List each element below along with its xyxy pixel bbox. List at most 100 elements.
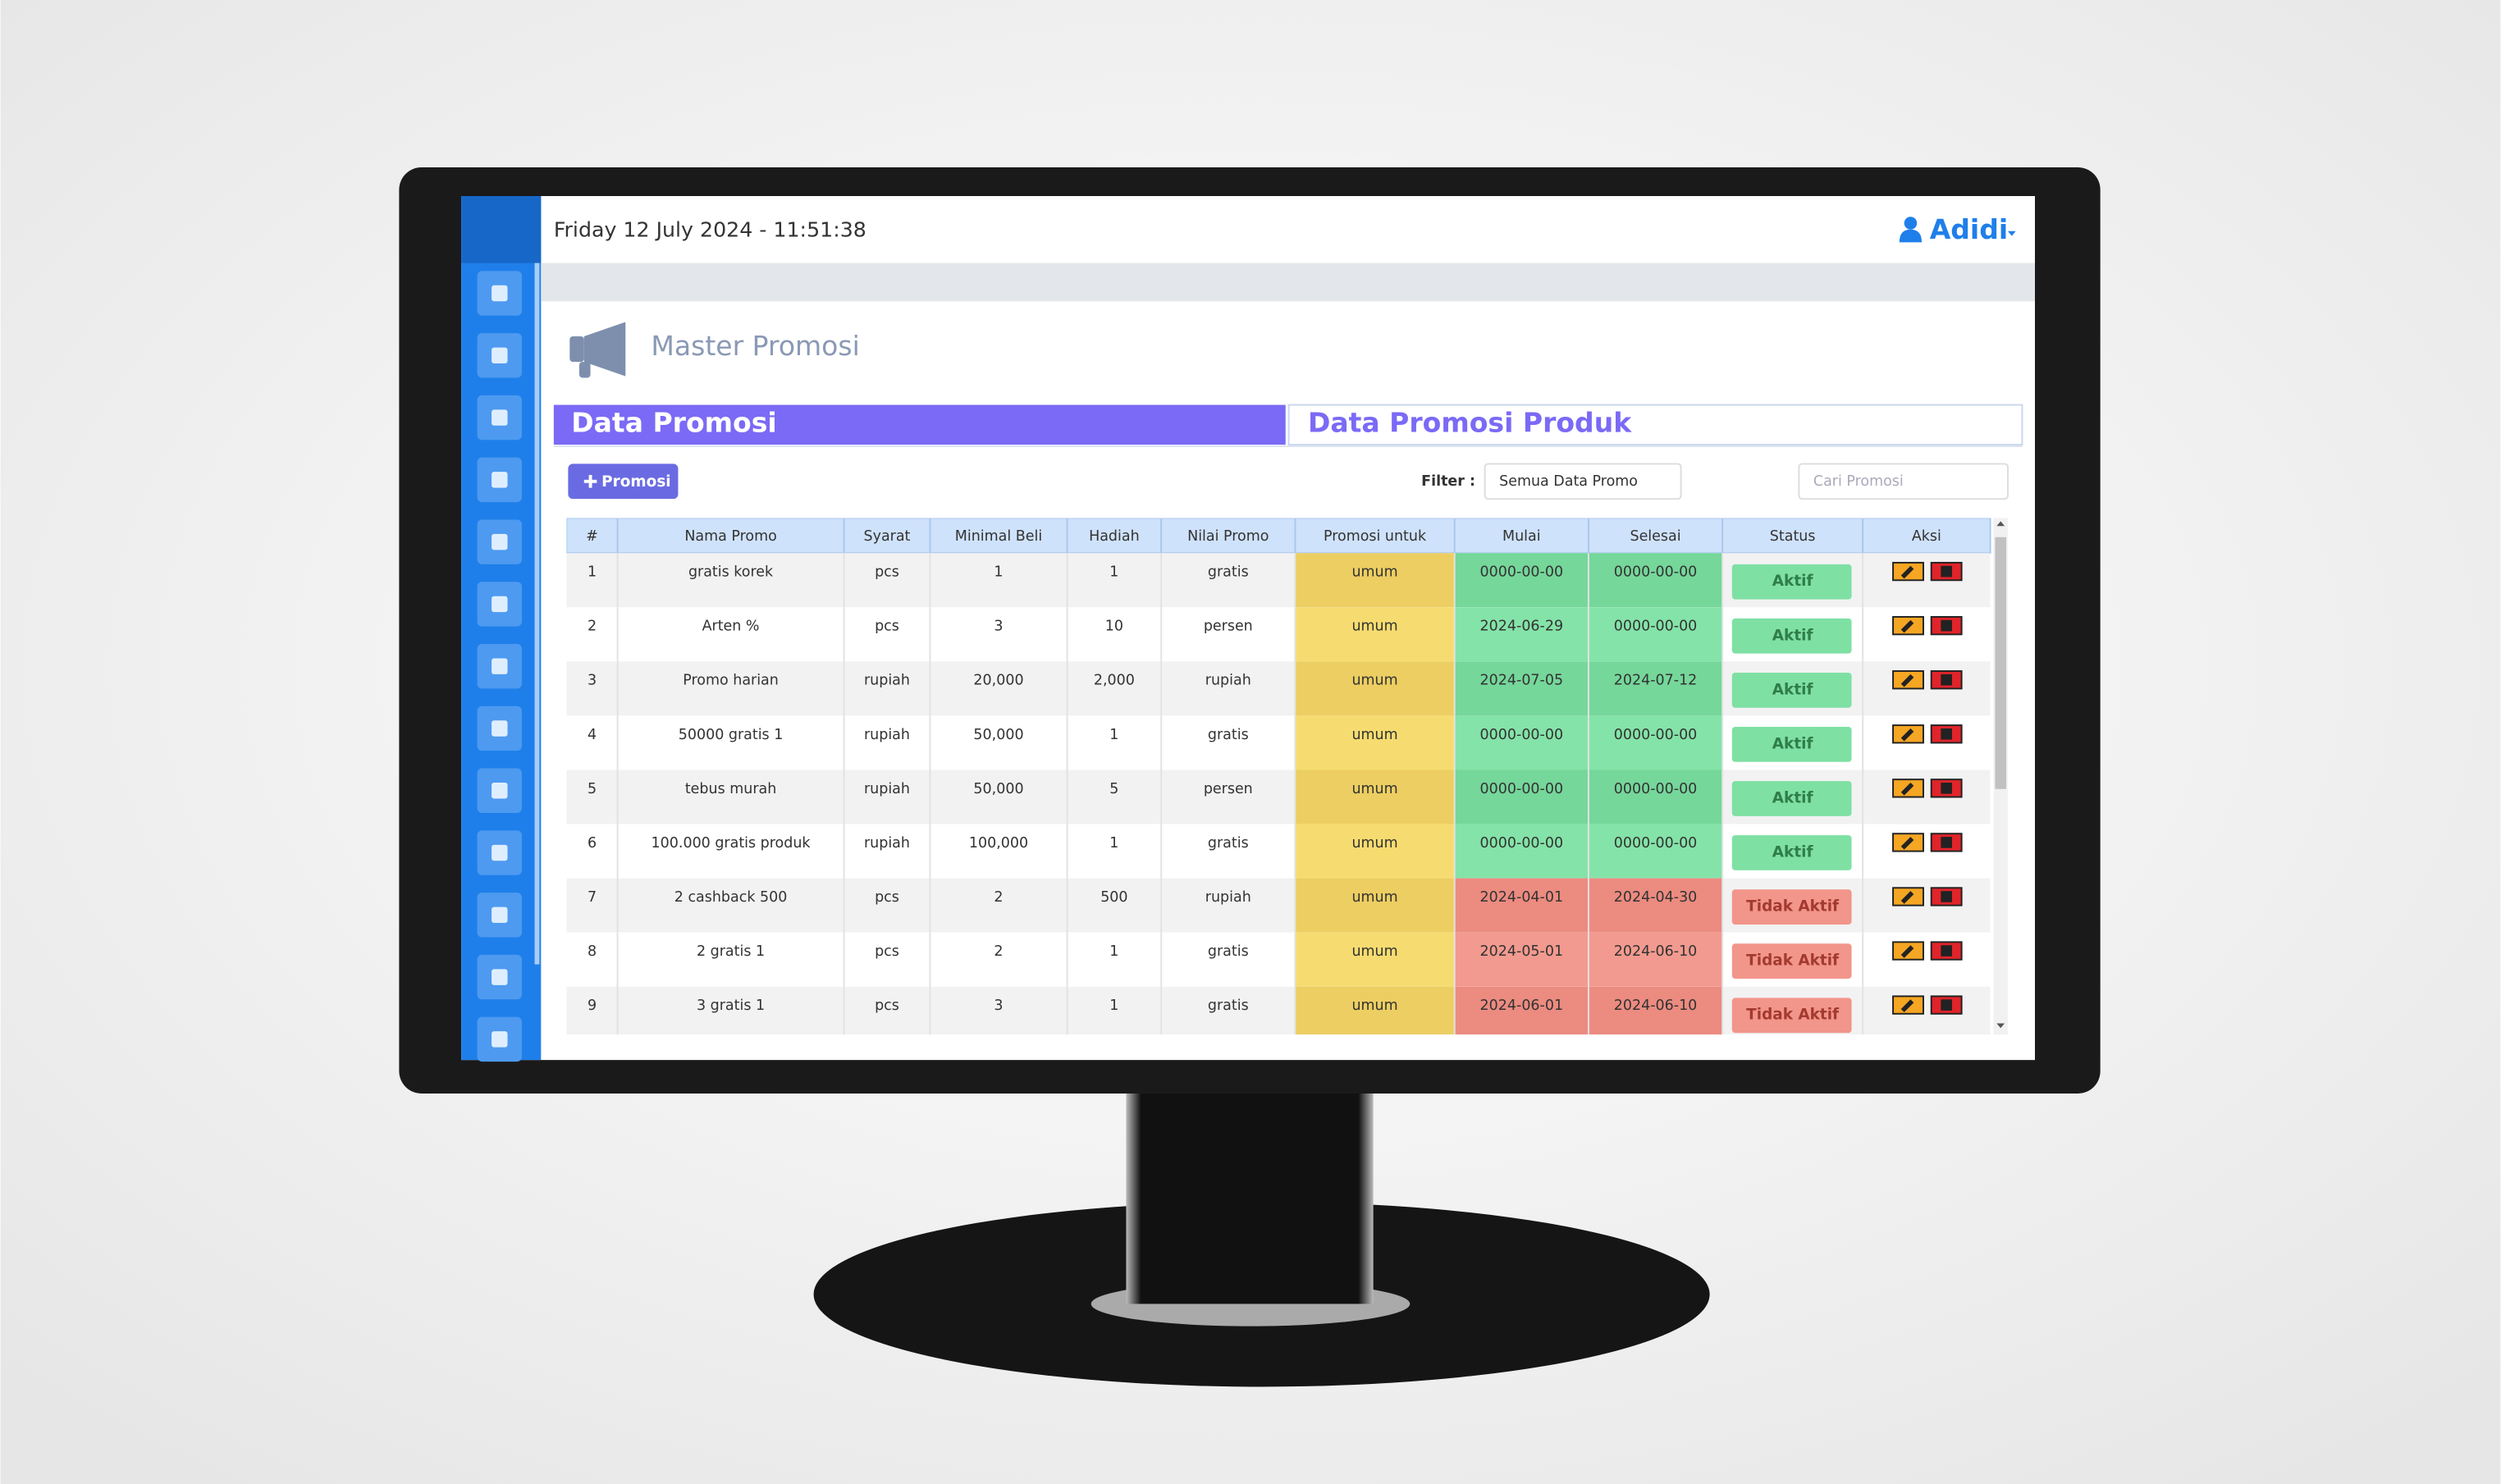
cell: persen — [1204, 781, 1253, 797]
cell: 10 — [1105, 619, 1123, 635]
tab-label: Data Promosi — [571, 406, 776, 438]
search-input[interactable] — [1798, 463, 2009, 500]
delete-icon — [1941, 728, 1952, 740]
cell: 1 — [1109, 998, 1118, 1014]
sidebar-icon — [492, 1031, 508, 1048]
cell: 1 — [588, 564, 597, 581]
delete-icon — [1941, 999, 1952, 1011]
cell: 2024-05-01 — [1480, 943, 1564, 960]
cell: rupiah — [1205, 673, 1251, 689]
status-badge[interactable] — [1731, 564, 1852, 600]
delete-icon — [1941, 674, 1952, 686]
cell: Promo harian — [683, 673, 779, 689]
user-name: Adidi — [1930, 213, 2008, 245]
delete-icon — [1941, 619, 1952, 632]
cell: 2024-04-01 — [1480, 889, 1564, 906]
tab[interactable] — [1287, 404, 2023, 446]
cell: 0000-00-00 — [1480, 835, 1564, 852]
cell: 2 gratis 1 — [697, 943, 765, 960]
cell: 50,000 — [973, 727, 1023, 743]
status-badge[interactable] — [1731, 618, 1852, 654]
cell-date — [1454, 986, 1589, 1035]
cell: 3 — [588, 673, 597, 689]
sub-header — [541, 263, 2035, 302]
tab-active[interactable] — [553, 404, 1286, 445]
add-button[interactable] — [568, 463, 679, 500]
cell: 1 — [1109, 835, 1118, 852]
cell: 3 — [994, 619, 1003, 635]
cell: 6 — [588, 835, 597, 852]
tab-label: Data Promosi Produk — [1308, 406, 1632, 438]
cell: pcs — [875, 564, 899, 581]
column-header: Minimal Beli — [955, 528, 1042, 545]
cell: gratis — [1208, 564, 1249, 581]
sidebar-icon — [492, 409, 508, 426]
stand-neck — [1126, 1090, 1374, 1304]
status-label: Aktif — [1772, 844, 1814, 861]
cell: umum — [1351, 564, 1397, 581]
search-placeholder: Cari Promosi — [1813, 473, 1904, 490]
cell: gratis — [1208, 998, 1249, 1014]
scrollbar-thumb[interactable] — [1995, 537, 2007, 789]
cell: rupiah — [864, 673, 910, 689]
cell: 2,000 — [1094, 673, 1135, 689]
sidebar-icon — [492, 906, 508, 924]
filter-select[interactable] — [1484, 463, 1682, 500]
cell: 2024-07-12 — [1614, 673, 1698, 689]
edit-icon — [1900, 999, 1914, 1012]
user-menu[interactable]: Adidi — [1899, 213, 2016, 245]
sidebar-icon — [492, 969, 508, 985]
cell: 3 gratis 1 — [697, 998, 765, 1014]
cell: 0000-00-00 — [1614, 564, 1698, 581]
cell: 1 — [1109, 727, 1118, 743]
cell: umum — [1351, 998, 1397, 1014]
cell: 0000-00-00 — [1480, 727, 1564, 743]
status-badge[interactable] — [1731, 727, 1852, 762]
delete-icon — [1941, 837, 1952, 848]
cell: rupiah — [864, 835, 910, 852]
cell: pcs — [875, 998, 899, 1014]
cell-date — [1588, 932, 1723, 987]
cell-date — [1588, 553, 1723, 608]
cell: 100,000 — [969, 835, 1028, 852]
status-badge[interactable] — [1731, 781, 1852, 816]
cell: 2 cashback 500 — [674, 889, 788, 906]
cell: gratis — [1208, 727, 1249, 743]
plus-icon — [583, 475, 597, 488]
cell: 500 — [1100, 889, 1127, 906]
cell: umum — [1351, 619, 1397, 635]
cell: 1 — [1109, 943, 1118, 960]
cell-target — [1295, 769, 1455, 824]
cell: gratis — [1208, 943, 1249, 960]
status-label: Aktif — [1772, 573, 1814, 590]
status-badge[interactable] — [1731, 672, 1852, 708]
status-label: Tidak Aktif — [1746, 952, 1840, 970]
add-button-label: Promosi — [601, 473, 670, 491]
cell-date — [1588, 824, 1723, 879]
cell-date — [1588, 715, 1723, 770]
cell: rupiah — [864, 727, 910, 743]
cell: gratis — [1208, 835, 1249, 852]
status-badge[interactable] — [1731, 889, 1852, 925]
cell: 2 — [588, 619, 597, 635]
cell: 0000-00-00 — [1614, 727, 1698, 743]
column-header: Promosi untuk — [1324, 528, 1427, 545]
column-header: Status — [1770, 528, 1816, 545]
status-badge[interactable] — [1731, 943, 1852, 979]
status-badge[interactable] — [1731, 835, 1852, 870]
cell: tebus murah — [685, 781, 776, 797]
cell-date — [1454, 769, 1589, 824]
edit-icon — [1900, 674, 1914, 687]
status-label: Aktif — [1772, 789, 1814, 806]
cell: 9 — [588, 998, 597, 1014]
cell-date — [1454, 607, 1589, 662]
table: # Nama Promo Syarat Minimal Beli Hadiah Nilai… — [566, 518, 1991, 1035]
status-badge[interactable] — [1731, 998, 1852, 1034]
cell-target — [1295, 607, 1455, 662]
page-title: Master Promosi — [651, 330, 859, 362]
cell: pcs — [875, 943, 899, 960]
cell: 50,000 — [973, 781, 1023, 797]
delete-icon — [1941, 891, 1952, 902]
sidebar-icon — [492, 347, 508, 364]
